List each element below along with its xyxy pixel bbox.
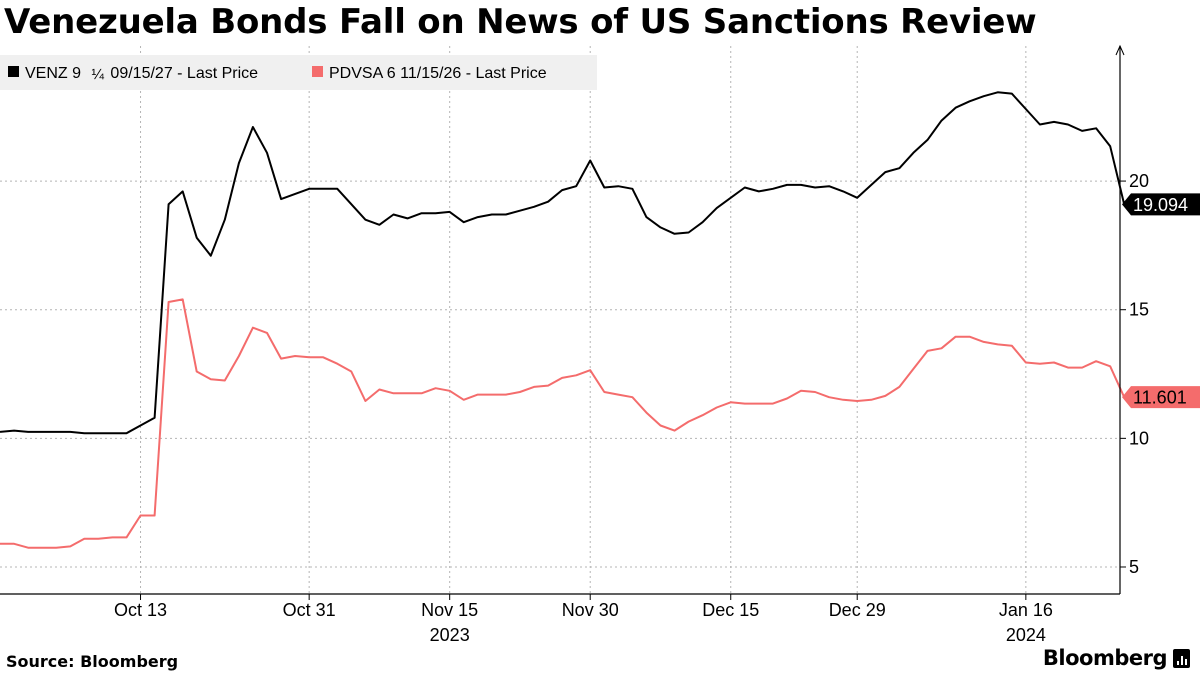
x-year-label: 2024 <box>1006 625 1046 645</box>
last-value-label-venz: 19.094 <box>1133 195 1188 215</box>
x-tick-label: Oct 13 <box>114 600 167 620</box>
source-note: Source: Bloomberg <box>6 652 179 671</box>
legend-swatch-pdvsa <box>312 66 323 77</box>
chart-title: Venezuela Bonds Fall on News of US Sanct… <box>4 2 1037 42</box>
x-tick-label: Oct 31 <box>283 600 336 620</box>
legend-swatch-venz <box>8 66 19 77</box>
x-tick-label: Jan 16 <box>999 600 1053 620</box>
legend-label-venz-part1: VENZ 9 <box>25 65 85 82</box>
legend-label-venz: VENZ 9 ¼ 09/15/27 - Last Price <box>25 65 258 83</box>
y-tick-label: 5 <box>1129 557 1139 577</box>
y-tick-label: 10 <box>1129 428 1149 448</box>
x-axis: Oct 13 Oct 31 Nov 15 Nov 30 Dec 15 Dec 29 Jan … <box>0 593 1120 645</box>
x-tick-label: Nov 15 <box>421 600 478 620</box>
y-axis: 5 10 15 20 <box>1115 44 1149 594</box>
series-lines <box>0 91 1126 549</box>
terminal-icon <box>1173 648 1190 668</box>
legend-label-venz-part2: 09/15/27 - Last Price <box>106 65 258 82</box>
last-value-tags: 19.094 11.601 <box>1122 193 1200 409</box>
x-year-label: 2023 <box>430 625 470 645</box>
y-tick-label: 20 <box>1129 171 1149 191</box>
bloomberg-logo: Bloomberg <box>1043 646 1190 670</box>
brand-name: Bloomberg <box>1042 646 1168 670</box>
y-axis-arrow-icon <box>1115 44 1125 56</box>
y-tick-label: 15 <box>1129 300 1149 320</box>
gridlines <box>0 46 1120 594</box>
legend-label-pdvsa: PDVSA 6 11/15/26 - Last Price <box>329 65 547 82</box>
series-line-venz <box>0 91 1126 435</box>
legend-background <box>0 55 597 90</box>
legend: VENZ 9 ¼ 09/15/27 - Last Price PDVSA 6 1… <box>0 55 597 90</box>
x-tick-label: Dec 29 <box>829 600 886 620</box>
last-value-label-pdvsa: 11.601 <box>1133 388 1187 408</box>
legend-label-venz-fraction: ¼ <box>91 66 104 83</box>
series-line-pdvsa <box>0 298 1126 549</box>
x-tick-label: Nov 30 <box>562 600 619 620</box>
x-tick-label: Dec 15 <box>702 600 759 620</box>
last-value-tag-pdvsa <box>1122 386 1200 409</box>
last-value-tag-venz <box>1122 193 1200 216</box>
